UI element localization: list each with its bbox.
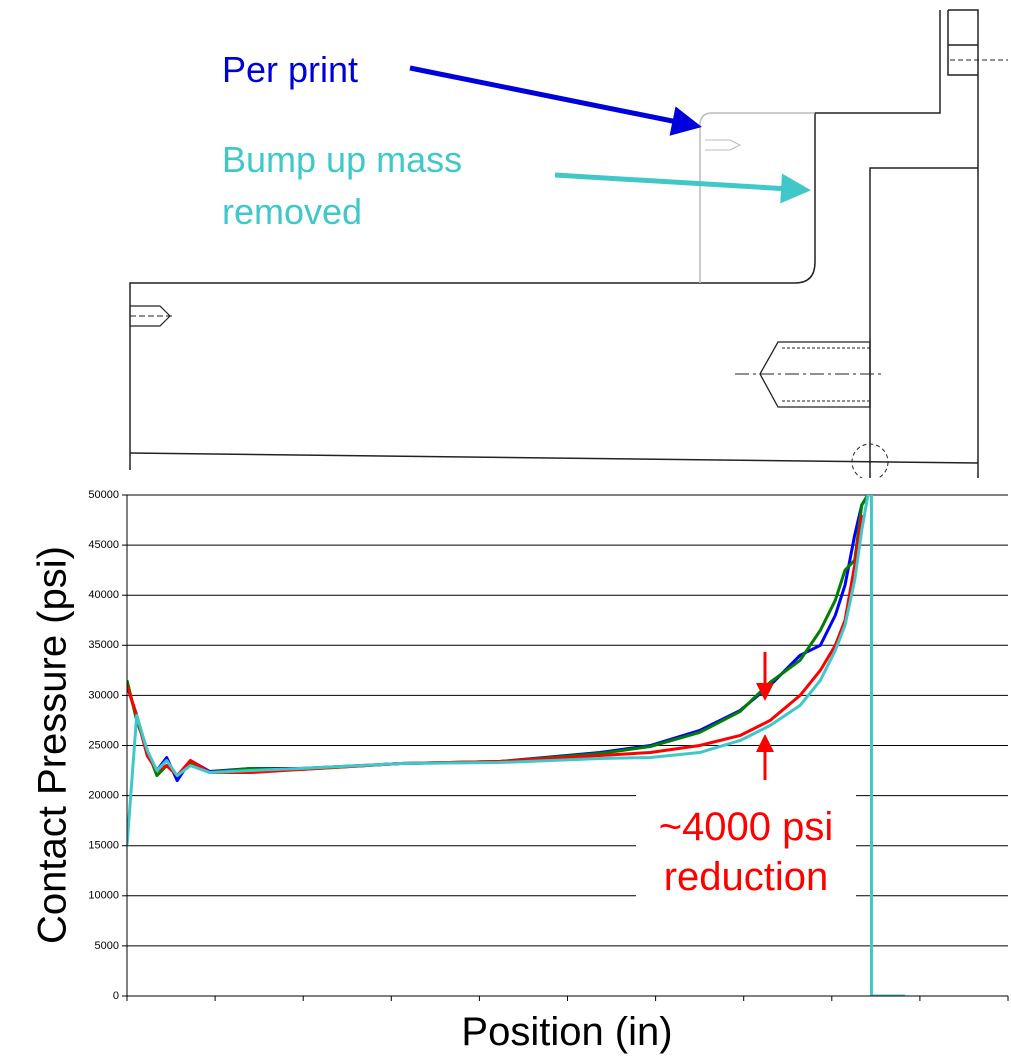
annotation-box [636, 795, 856, 900]
x-axis-title: Position (in) [461, 1010, 672, 1054]
y-tick-label: 40000 [88, 589, 119, 601]
annotation: ~4000 psi [659, 805, 834, 849]
annotation: reduction [664, 855, 829, 899]
y-tick-label: 45000 [88, 539, 119, 551]
arrow [554, 172, 811, 204]
y-tick-label: 0 [113, 990, 119, 1002]
drawing-label: removed [222, 191, 362, 232]
drawing-label: Per print [222, 49, 358, 90]
y-tick-label: 35000 [88, 639, 119, 651]
y-tick-label: 50000 [88, 489, 119, 501]
chart-background [127, 478, 1008, 998]
y-tick-label: 5000 [95, 940, 119, 952]
series-line [127, 495, 905, 996]
series [127, 495, 905, 996]
arrow [409, 65, 702, 136]
y-tick-label: 30000 [88, 689, 119, 701]
y-tick-label: 10000 [88, 890, 119, 902]
y-axis-title: Contact Pressure (psi) [31, 546, 75, 944]
axes: 0 5000 10000 15000 20000 25000 30000 35000 40000… [88, 489, 1009, 1002]
y-tick-label: 20000 [88, 790, 119, 802]
y-tick-label: 25000 [88, 739, 119, 751]
y-tick-label: 15000 [88, 840, 119, 852]
grid [127, 494, 1008, 997]
drawing-label: Bump up mass [222, 139, 462, 180]
technical-drawing [129, 9, 1008, 481]
